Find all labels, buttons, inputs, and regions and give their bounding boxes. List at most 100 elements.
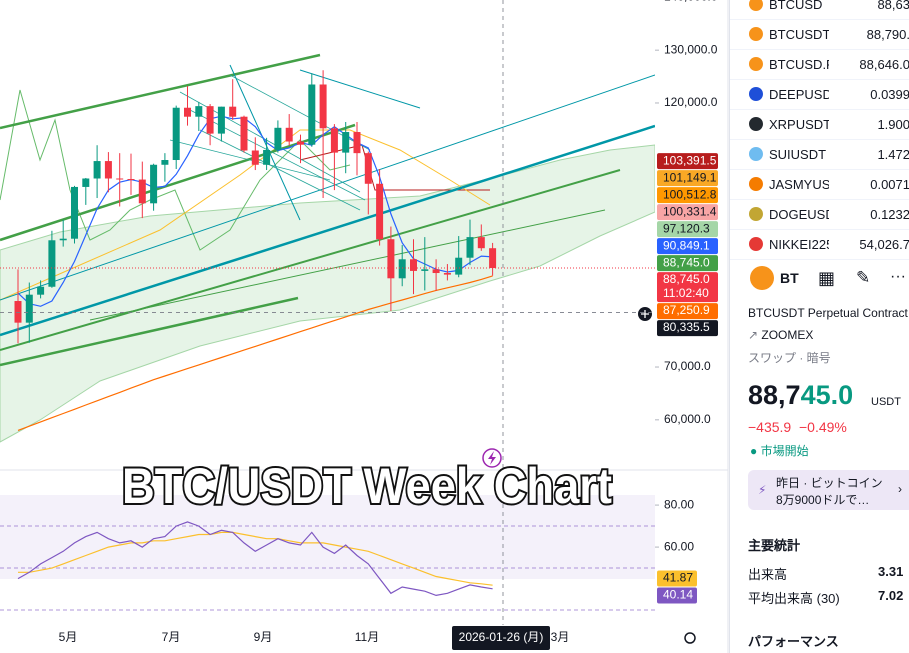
candle-body [466,237,474,258]
watchlist-price: 1.900 [877,116,909,132]
volume: 3.31 [878,564,904,579]
ema-line [0,129,491,301]
candle-body [353,132,361,154]
candle-body [398,259,406,279]
price-badge-label: 103,391.5 [663,153,717,167]
fan-line [199,129,361,211]
candle-body [127,179,135,181]
watchlist-row[interactable]: DOGEUSD 0.1232 [730,199,909,230]
watchlist-price: 0.0071 [870,176,909,192]
x-tick-label: 3月 [551,630,570,644]
last-price-main: 88,7 [748,380,801,410]
symbol-name: BTCUSDT Perpetual Contract [748,306,908,320]
trend-line [0,74,655,301]
link-icon: ↗ [748,328,762,342]
symbol-icon [749,177,763,191]
candle-body [206,106,214,134]
candle-body [184,107,191,117]
trend-line [0,296,299,367]
watchlist-symbol: SUIUSDT [769,146,827,162]
rsi-badge [657,587,697,604]
symbol-icon [749,57,763,71]
candle-body [138,179,146,204]
crosshair-date-box [452,626,550,650]
watchlist-price: 88,790. [866,26,909,42]
price-badge-label: 80,335.5 [663,320,710,334]
candle-body [489,248,497,269]
rsi-line [17,521,493,597]
watchlist-row[interactable]: XRPUSDT 1.900 [730,109,909,140]
candle-body [161,160,169,165]
fan-line [169,139,331,181]
last-price-tail: 45.0 [800,380,854,410]
price-badge [657,238,718,255]
candle-body [285,127,293,142]
symbol-code: BT [780,270,799,286]
watchlist-row[interactable]: BTCUSD.F 88,646.0 [730,49,909,80]
price-badge-label: 88,745.0 [663,272,710,286]
candle-body [104,161,112,179]
x-tick-label: 9月 [254,630,273,644]
price-badge [657,204,718,221]
price-badge [657,320,718,337]
watchlist-row[interactable]: JASMYUSI 0.0071 [730,169,909,200]
rsi-band [0,495,655,579]
news-card[interactable]: ⚡ 昨日 · ビットコイン 8万9000ドルで… › [748,470,909,510]
price-pane [0,53,655,443]
rsi-tick-label: 60.00 [664,539,694,553]
watchlist-symbol: DEEPUSDT [769,86,829,102]
watchlist-symbol: XRPUSDT [769,116,829,132]
price-badge [657,153,718,170]
watchlist-row[interactable]: NIKKEI225 54,026.7 [730,229,909,260]
news-line: 昨日 · ビットコイン [776,476,883,490]
candle-body [421,269,429,271]
watchlist-symbol: BTCUSDT [769,26,829,42]
watchlist-row[interactable]: BTCUSD 88,63 [730,0,909,20]
symbol-icon [749,0,763,11]
y-tick-label: 70,000.0 [664,359,711,373]
price-badge [657,272,718,303]
rsi-badge-label: 40.14 [663,588,693,602]
watchlist-row[interactable]: BTCUSDT 88,790. [730,19,909,50]
ma-slow-line [17,275,493,431]
watchlist-price: 1.472 [877,146,909,162]
settings-icon[interactable] [684,632,696,644]
watchlist-price: 54,026.7 [859,236,909,252]
candle-body [37,286,45,295]
price-badge-label: 88,745.0 [663,255,710,269]
last-price: 88,745.0 [748,380,853,411]
exchange[interactable]: ↗ ZOOMEX [748,328,813,342]
news-arrow: › [898,482,902,496]
trend-line [0,169,621,351]
price-badge-label: 97,120.3 [663,221,710,235]
symbol-icon [749,147,763,161]
change-pct: −0.49% [799,419,847,435]
price-badge-label: 100,331.4 [663,204,717,218]
layout-button[interactable]: ▦ [818,268,836,288]
rsi-ma-line [18,531,493,586]
watchlist-row[interactable]: SUIUSDT 1.472 [730,139,909,170]
watchlist-price: 88,63 [877,0,909,12]
candle-body [364,153,372,184]
price-badge [657,255,718,272]
more-button[interactable]: ··· [890,268,906,285]
candle-body [477,237,485,249]
rsi-tick-label: 80.00 [664,497,694,511]
candle-body [387,239,395,279]
watchlist-symbol: DOGEUSD [769,206,829,222]
price-badge [657,221,718,238]
watchlist-symbol: JASMYUSI [769,176,829,192]
candle-body [297,141,304,145]
watchlist-price: 0.0399 [870,86,909,102]
volume-label: 出来高 [748,567,788,582]
edit-button[interactable]: ✎ [856,268,871,287]
candle-body [172,107,180,161]
candle-body [342,132,350,153]
candle-body [195,106,203,117]
candle-body [59,238,67,241]
stats-title: 主要統計 [748,538,801,553]
watchlist-row[interactable]: DEEPUSDT 0.0399 [730,79,909,110]
symbol-icon [749,27,763,41]
